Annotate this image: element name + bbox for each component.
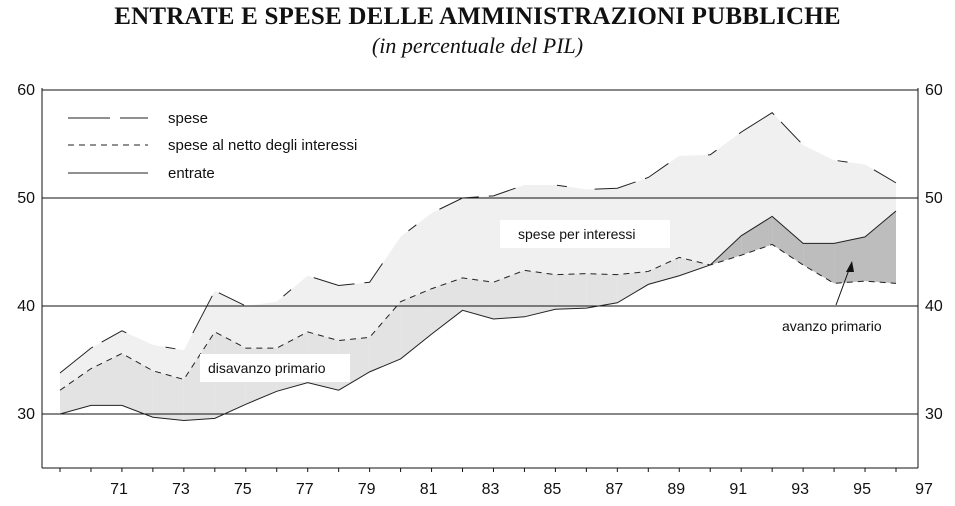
interest-label: spese per interessi <box>518 226 636 242</box>
chart-gridlines <box>42 89 918 415</box>
area-disavanzo-primario <box>524 270 556 317</box>
x-tick-label: 95 <box>853 481 871 498</box>
legend-label-spese: spese <box>168 110 208 127</box>
x-tick-label: 97 <box>915 481 933 498</box>
x-tick-label: 71 <box>110 481 128 498</box>
x-tick-label: 85 <box>544 481 562 498</box>
x-tick-label: 93 <box>791 481 809 498</box>
area-disavanzo-primario <box>462 277 494 319</box>
y-tick-label-left: 60 <box>17 82 35 99</box>
x-tick-label: 87 <box>605 481 623 498</box>
y-tick-label-right: 40 <box>925 298 943 315</box>
area-disavanzo-primario <box>60 368 91 414</box>
area-avanzo-primario <box>772 216 804 265</box>
area-disavanzo-primario <box>369 301 401 372</box>
x-tick-label: 73 <box>172 481 190 498</box>
series-line-1 <box>59 243 897 391</box>
area-spese-per-interessi <box>60 112 896 391</box>
y-tick-label-right: 50 <box>925 190 943 207</box>
y-tick-label-right: 60 <box>925 82 943 99</box>
chart-axes: 30 30 40 40 50 50 60 60 71 73 75 77 79 81 83 85 87 89 91 93… <box>17 82 943 498</box>
area-avanzo-primario <box>803 243 835 284</box>
series-line-2 <box>59 210 897 421</box>
y-tick-label-left: 30 <box>17 406 35 423</box>
x-tick-label: 79 <box>358 481 376 498</box>
deficit-label: disavanzo primario <box>208 360 326 376</box>
x-tick-label: 75 <box>234 481 252 498</box>
area-avanzo-primario <box>834 236 866 284</box>
chart-subtitle: (in percentuale del PIL) <box>371 33 584 58</box>
deficit-label-box <box>200 354 350 382</box>
chart-legend: spese spese al netto degli interessi ent… <box>68 110 357 182</box>
area-disavanzo-primario <box>493 270 525 319</box>
legend-label-entrate: entrate <box>168 165 215 182</box>
area-disavanzo-primario <box>555 273 587 310</box>
interest-label-box <box>500 220 670 248</box>
y-tick-label-left: 40 <box>17 298 35 315</box>
chart-areas <box>60 112 896 421</box>
x-tick-label: 89 <box>667 481 685 498</box>
area-disavanzo-primario <box>152 370 184 421</box>
area-disavanzo-primario <box>679 257 711 276</box>
area-avanzo-primario <box>865 210 896 284</box>
y-tick-label-left: 50 <box>17 190 35 207</box>
chart-title: ENTRATE E SPESE DELLE AMMINISTRAZIONI PU… <box>114 3 841 30</box>
area-disavanzo-primario <box>617 271 649 303</box>
surplus-arrow-head <box>846 261 854 272</box>
area-disavanzo-primario <box>586 273 618 309</box>
y-tick-label-right: 30 <box>925 406 943 423</box>
area-avanzo-primario <box>741 216 773 256</box>
area-disavanzo-primario <box>121 353 153 418</box>
x-tick-label: 77 <box>296 481 314 498</box>
surplus-label: avanzo primario <box>782 318 882 334</box>
chart-series-lines <box>59 112 897 421</box>
x-tick-label: 83 <box>482 481 500 498</box>
series-line-0 <box>59 112 897 374</box>
chart-annotations: spese per interessi disavanzo primario a… <box>200 220 882 382</box>
legend-label-netto: spese al netto degli interessi <box>168 137 357 154</box>
area-disavanzo-primario <box>90 353 122 406</box>
surplus-arrow-line <box>835 266 851 306</box>
x-tick-label: 91 <box>729 481 747 498</box>
x-tick-label: 81 <box>420 481 438 498</box>
